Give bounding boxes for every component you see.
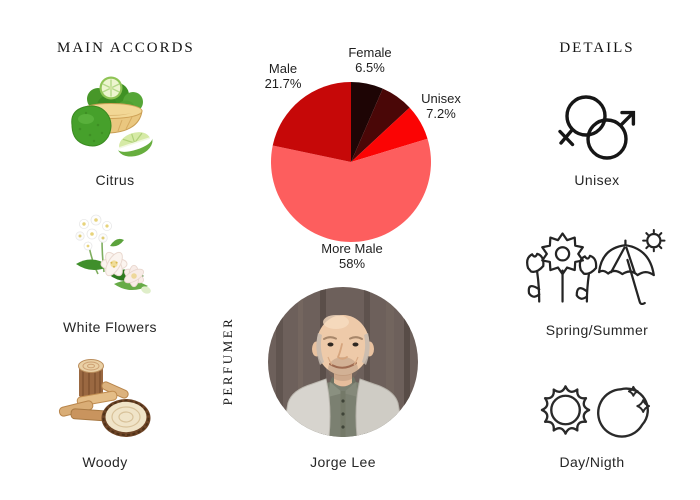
log [78, 359, 104, 400]
wood-chips-image [55, 356, 155, 442]
pie-label-unisex-pct: 7.2% [426, 105, 456, 121]
pie-label-more-male: More Male 58% [297, 241, 407, 271]
pie-label-female-pct: 6.5% [355, 59, 385, 75]
accord-label-woody: Woody [82, 454, 128, 470]
male-female-symbols [558, 95, 636, 160]
small-flower-cluster [75, 214, 112, 251]
bergamot-fruit [71, 105, 112, 147]
spring-summer-icon [524, 227, 666, 305]
perfumer-name: Jorge Lee [310, 454, 376, 470]
wood-slice [101, 399, 151, 437]
accord-label-white-flowers: White Flowers [63, 319, 157, 335]
main-accords-title: MAIN ACCORDS [57, 40, 195, 56]
pie-label-female: Female 6.5% [325, 45, 415, 75]
white-flowers-illustration [75, 214, 151, 294]
details-title: DETAILS [559, 40, 635, 56]
sun-moon-stars [540, 385, 651, 438]
accord-label-citrus: Citrus [95, 172, 135, 188]
flowers-umbrella-sun [526, 228, 666, 305]
bergamot-basket-image [60, 72, 160, 164]
pie-slice-more-male [271, 138, 431, 242]
detail-label-spring-summer: Spring/Summer [545, 322, 649, 338]
pie-label-male-name: Male [268, 61, 298, 76]
woody-illustration [58, 359, 151, 437]
perfumer-section-label: PERFUMER [220, 316, 235, 406]
perfumer-photo [268, 287, 418, 437]
cut-lime [99, 76, 123, 100]
pie-label-unisex: Unisex 7.2% [396, 91, 486, 121]
big-flower [100, 251, 128, 277]
pie-label-male: Male 21.7% [238, 61, 328, 91]
pie-slice-unlabeled-1 [351, 88, 410, 162]
unisex-gender-icon [550, 88, 644, 168]
pie-label-unisex-name: Unisex [421, 91, 461, 106]
citrus-illustration [71, 76, 153, 157]
jorge-lee-portrait [268, 287, 418, 437]
detail-label-unisex: Unisex [574, 172, 620, 188]
pie-slice-female [351, 82, 383, 162]
pie-label-male-pct: 21.7% [264, 75, 302, 91]
gender-votes-pie-chart [271, 82, 431, 242]
jasmine-flowers-image [58, 211, 162, 307]
day-night-icon [538, 378, 654, 442]
detail-label-day-night: Day/Nigth [559, 454, 625, 470]
pie-label-female-name: Female [348, 45, 392, 60]
pie-label-more-male-pct: 58% [338, 255, 366, 271]
pie-slice-unisex [351, 107, 428, 162]
big-flower-2 [124, 264, 144, 288]
lime-wedge [117, 132, 153, 157]
pie-slice-male [272, 82, 351, 162]
pie-label-more-male-name: More Male [321, 241, 383, 256]
